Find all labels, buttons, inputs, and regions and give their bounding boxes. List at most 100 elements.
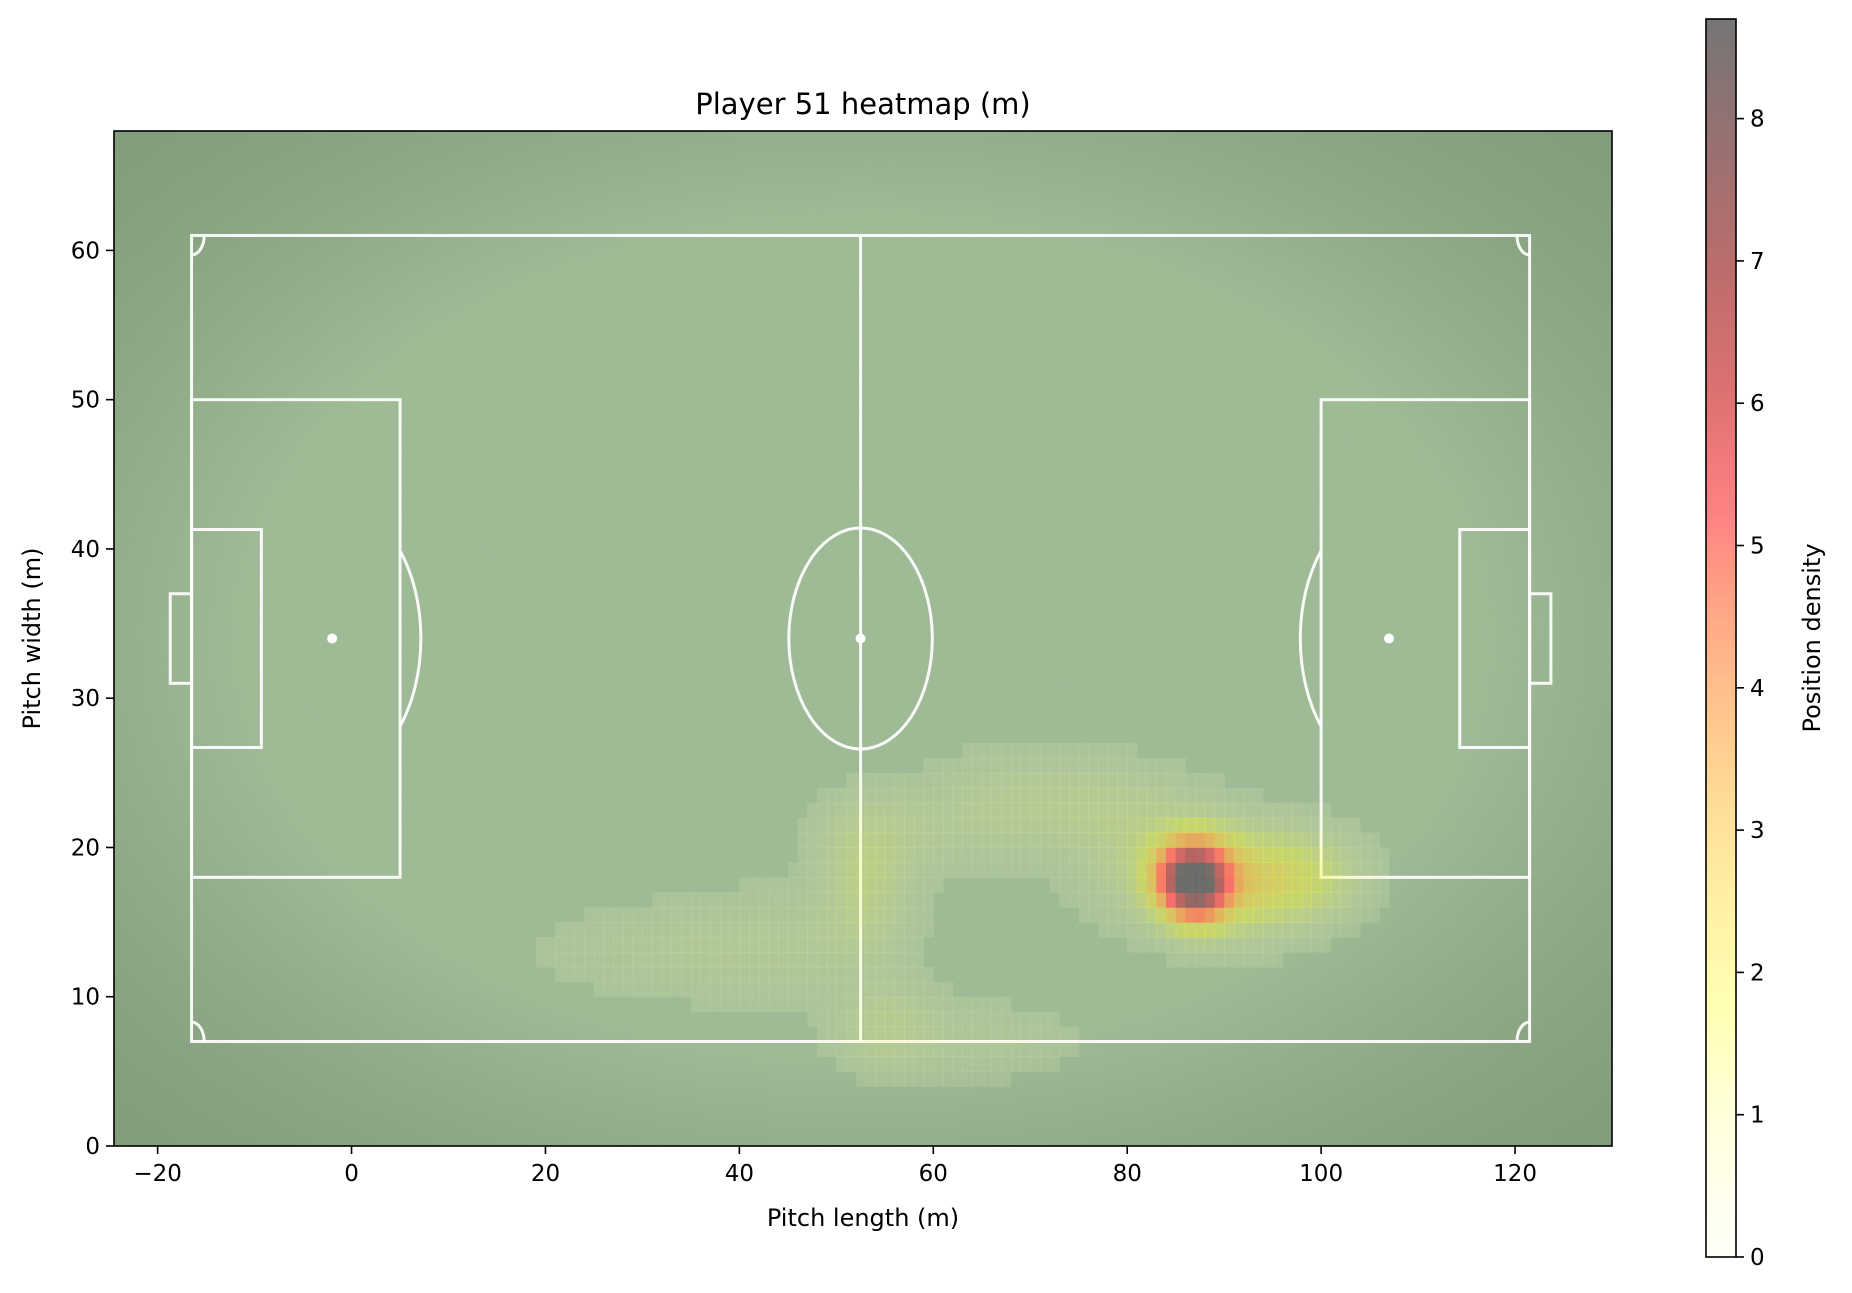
heat-cell [1165,862,1177,878]
heat-cell [923,1011,934,1028]
heat-cell [1156,892,1167,908]
heat-cell [1001,1041,1012,1058]
heat-cell [884,907,896,923]
heat-cell [1243,787,1254,804]
heat-cell [1224,847,1235,863]
heat-cell [700,996,711,1013]
heat-cell [1330,907,1342,923]
heat-cell [933,787,944,804]
y-tick-label: 0 [85,1134,100,1160]
heat-cell [1107,772,1119,789]
heat-cell [797,937,808,953]
heat-cell [1049,1041,1060,1058]
heat-cell [1146,907,1157,923]
heat-cell [865,951,876,968]
heat-cell [972,832,983,849]
heat-cell [787,996,799,1013]
heat-cell [884,772,896,789]
heat-cell [1107,802,1119,819]
heat-cell [1088,877,1099,893]
heat-cell [1146,832,1157,849]
heat-cell [855,1011,867,1028]
colorbar-tick-label: 4 [1750,676,1765,702]
heat-cell [681,907,692,923]
heat-cell [933,1011,944,1028]
heat-cell [826,802,837,819]
heat-cell [1330,832,1342,849]
heat-cell [1078,742,1090,759]
corner-arc-bottom-right [1515,1020,1530,1042]
heat-cell [1127,862,1138,878]
heat-cell [1165,772,1177,789]
heat-cell [942,772,954,789]
heat-cell [846,772,857,789]
heat-cell [816,922,828,938]
heat-cell [855,802,867,819]
heat-cell [942,862,954,878]
heat-cell [972,1071,983,1087]
heat-cell [884,862,896,878]
heat-cell [855,937,867,953]
heat-cell [1185,937,1196,953]
heat-cell [1243,937,1254,953]
heat-cell [865,922,876,938]
heat-cell [729,981,740,998]
heat-cell [865,1026,876,1043]
goal-left [168,592,194,685]
heat-cell [758,922,770,938]
heat-cell [710,981,721,998]
heat-cell [778,922,789,938]
heat-cell [1214,877,1225,893]
heat-cell [690,937,702,953]
heat-cell [545,951,556,968]
heat-cell [1069,802,1080,819]
heat-cell [1301,922,1313,938]
heat-cell [913,877,925,893]
heat-cell [1369,847,1380,863]
heat-cell [923,817,934,834]
heat-cell [952,862,963,878]
heat-cell [865,1011,876,1028]
heat-cell [913,832,925,849]
heat-cell [1030,742,1041,759]
heat-cell [1010,802,1022,819]
heat-cell [972,862,983,878]
heat-cell [1175,757,1186,774]
heat-cell [681,951,692,968]
goal-right [1528,592,1553,685]
heat-cell [807,892,818,908]
heat-cell [1330,892,1342,908]
heat-cell [836,787,847,804]
heat-cell [1253,802,1264,819]
heat-cell [894,1071,905,1087]
heat-cell [894,1011,905,1028]
heat-cell [1311,832,1322,849]
heat-cell [778,892,789,908]
plot-frame [113,130,1613,1147]
y-tick-label: 30 [71,686,100,712]
heat-cell [836,996,847,1013]
heat-cell [603,951,614,968]
heat-cell [826,832,837,849]
heat-cell [1233,802,1245,819]
heat-cell [904,981,915,998]
heat-cell [787,937,799,953]
heat-cell [1185,787,1196,804]
heat-cell [875,1041,886,1058]
heat-cell [923,877,934,893]
heat-cell [1165,832,1177,849]
heat-cell [1243,951,1254,968]
heat-cell [1311,937,1322,953]
heat-cell [1224,937,1235,953]
heat-cell [1156,787,1167,804]
heat-cell [1321,832,1332,849]
heat-cell [1107,817,1119,834]
heat-cell [1049,742,1060,759]
heat-cell [1282,907,1293,923]
heat-cell [1350,862,1361,878]
heat-cell [894,772,905,789]
heat-cell [584,966,595,983]
heat-cell [1117,772,1128,789]
heat-cell [972,817,983,834]
